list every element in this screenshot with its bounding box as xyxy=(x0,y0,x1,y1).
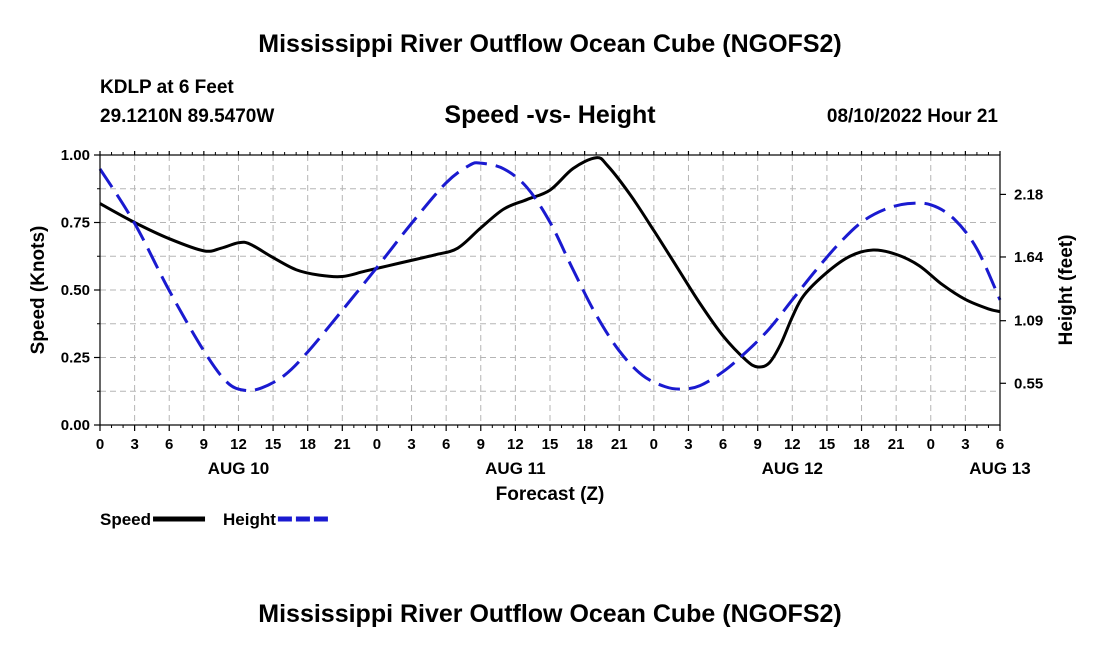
x-tick-label: 0 xyxy=(650,436,658,453)
x-tick-label: 15 xyxy=(265,436,282,453)
x-tick-label: 12 xyxy=(230,436,247,453)
y-left-tick-label: 0.00 xyxy=(61,417,90,434)
x-tick-label: 9 xyxy=(754,436,762,453)
x-tick-label: 6 xyxy=(996,436,1004,453)
series-lines xyxy=(98,156,1002,393)
chart-subtitle: Speed -vs- Height xyxy=(444,101,656,129)
date-label: AUG 10 xyxy=(208,459,269,478)
x-tick-label: 6 xyxy=(442,436,450,453)
y-axis-label-right: Height (feet) xyxy=(1056,235,1077,346)
y-right-tick-label: 1.64 xyxy=(1014,249,1044,266)
x-tick-label: 3 xyxy=(961,436,969,453)
x-axis-label: Forecast (Z) xyxy=(496,484,605,505)
x-tick-label: 6 xyxy=(165,436,173,453)
x-tick-label: 15 xyxy=(542,436,559,453)
x-tick-label: 18 xyxy=(299,436,316,453)
x-tick-label: 18 xyxy=(576,436,593,453)
legend: Speed Height xyxy=(100,510,330,529)
run-time: 08/10/2022 Hour 21 xyxy=(826,106,998,127)
legend-label: Height xyxy=(223,510,276,529)
x-tick-label: 21 xyxy=(334,436,351,453)
x-tick-label: 3 xyxy=(684,436,692,453)
legend-label: Speed xyxy=(100,510,151,529)
chart-title: Mississippi River Outflow Ocean Cube (NG… xyxy=(258,30,842,58)
station-coords: 29.1210N 89.5470W xyxy=(100,106,275,127)
y-left-tick-label: 0.50 xyxy=(61,282,90,299)
date-label: AUG 13 xyxy=(969,459,1030,478)
x-tick-label: 0 xyxy=(96,436,104,453)
y-right-tick-label: 2.18 xyxy=(1014,186,1043,203)
x-tick-label: 0 xyxy=(927,436,935,453)
x-tick-label: 21 xyxy=(888,436,905,453)
x-tick-label: 12 xyxy=(784,436,801,453)
x-tick-label: 21 xyxy=(611,436,628,453)
x-tick-label: 9 xyxy=(200,436,208,453)
date-label: AUG 12 xyxy=(762,459,823,478)
speed-series-line xyxy=(99,156,1001,369)
station-name: KDLP at 6 Feet xyxy=(100,77,234,98)
y-right-tick-label: 1.09 xyxy=(1014,313,1043,330)
x-tick-label: 6 xyxy=(719,436,727,453)
grid-lines xyxy=(99,154,1001,426)
x-tick-label: 9 xyxy=(477,436,485,453)
x-tick-label: 0 xyxy=(373,436,381,453)
x-tick-label: 3 xyxy=(130,436,138,453)
y-right-tick-label: 0.55 xyxy=(1014,375,1043,392)
y-axis-label-left: Speed (Knots) xyxy=(28,226,49,355)
height-series-line xyxy=(98,161,1002,393)
axes: 0 3 6 9 12 15 18 21 0 3 6 9 12 15 18 21 0 3 6 9 12 15 18 21 0 3 6 A… xyxy=(61,147,1044,478)
x-tick-label: 12 xyxy=(507,436,524,453)
date-label: AUG 11 xyxy=(485,459,545,478)
footer-title: Mississippi River Outflow Ocean Cube (NG… xyxy=(258,600,842,628)
x-tick-label: 18 xyxy=(853,436,870,453)
y-left-tick-label: 0.25 xyxy=(61,350,90,367)
y-left-tick-label: 0.75 xyxy=(61,215,90,232)
x-tick-label: 15 xyxy=(819,436,836,453)
x-tick-label: 3 xyxy=(407,436,415,453)
y-left-tick-label: 1.00 xyxy=(61,147,90,164)
